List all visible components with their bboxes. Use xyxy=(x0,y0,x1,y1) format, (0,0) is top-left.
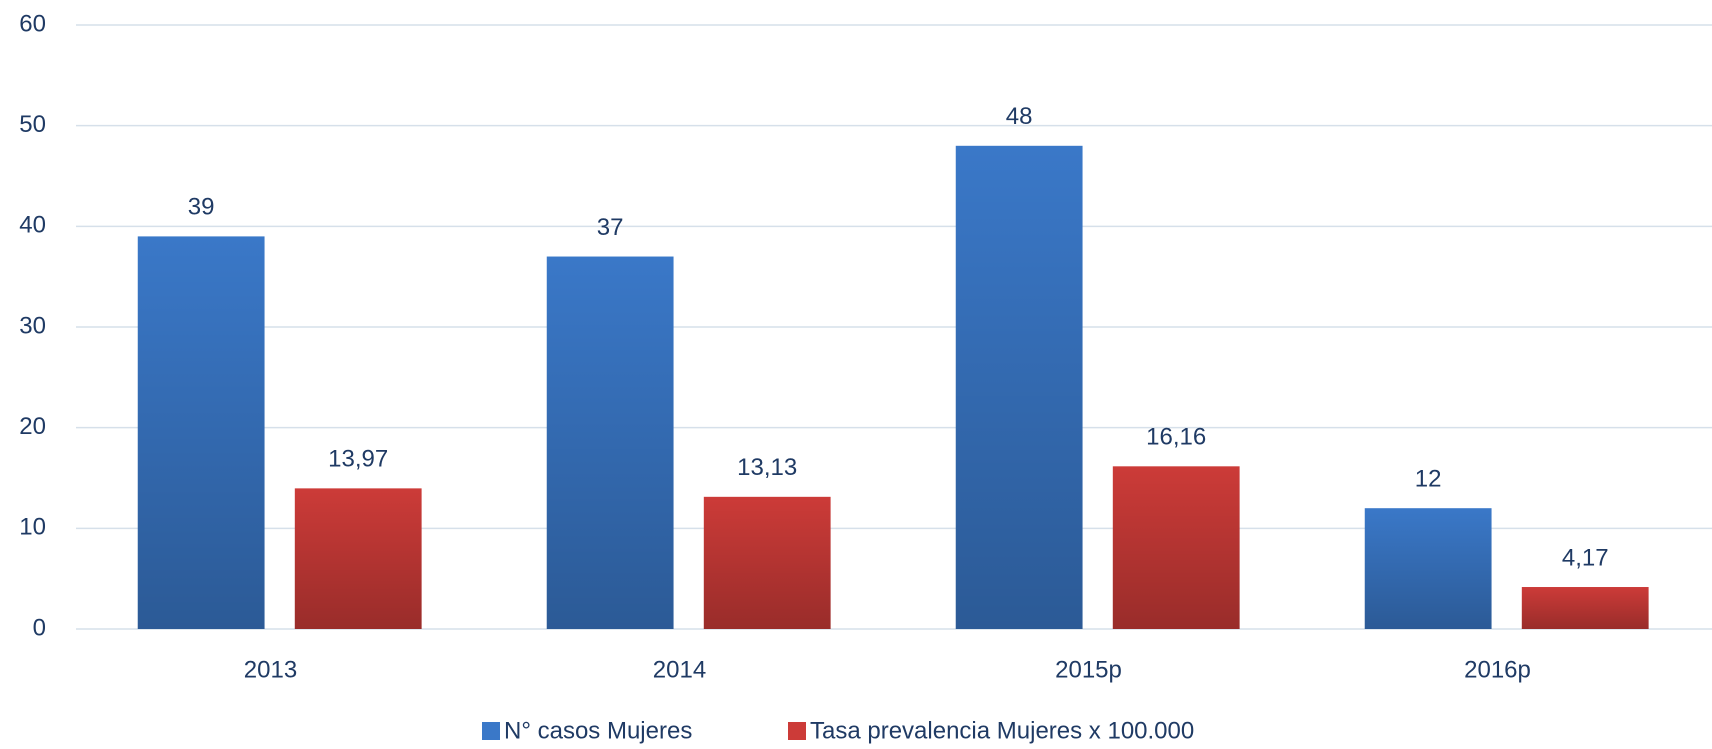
x-tick-label: 2015p xyxy=(1055,656,1122,683)
bar xyxy=(137,236,265,629)
y-tick-label: 60 xyxy=(19,10,46,37)
y-tick-label: 20 xyxy=(19,413,46,440)
bar xyxy=(703,496,831,629)
x-tick-label: 2013 xyxy=(244,656,297,683)
data-label: 13,13 xyxy=(737,454,797,481)
y-tick-label: 0 xyxy=(33,614,46,641)
y-tick-label: 40 xyxy=(19,212,46,239)
data-label: 13,97 xyxy=(328,446,388,473)
legend-swatch xyxy=(788,722,806,740)
legend-label: N° casos Mujeres xyxy=(504,717,692,744)
data-label: 12 xyxy=(1415,466,1442,493)
y-tick-label: 10 xyxy=(19,514,46,541)
bar xyxy=(1521,587,1649,629)
bar xyxy=(546,256,674,629)
data-label: 16,16 xyxy=(1146,424,1206,451)
y-tick-label: 50 xyxy=(19,111,46,138)
bar xyxy=(294,488,422,629)
legend-swatch xyxy=(482,722,500,740)
legend-label: Tasa prevalencia Mujeres x 100.000 xyxy=(810,717,1194,744)
data-label: 39 xyxy=(188,194,215,221)
data-label: 4,17 xyxy=(1562,544,1609,571)
x-tick-label: 2014 xyxy=(653,656,706,683)
x-tick-label: 2016p xyxy=(1464,656,1531,683)
bar xyxy=(1364,508,1492,629)
y-tick-label: 30 xyxy=(19,312,46,339)
bar xyxy=(1112,466,1240,629)
bar xyxy=(955,145,1083,630)
data-label: 48 xyxy=(1006,103,1033,130)
data-label: 37 xyxy=(597,214,624,241)
